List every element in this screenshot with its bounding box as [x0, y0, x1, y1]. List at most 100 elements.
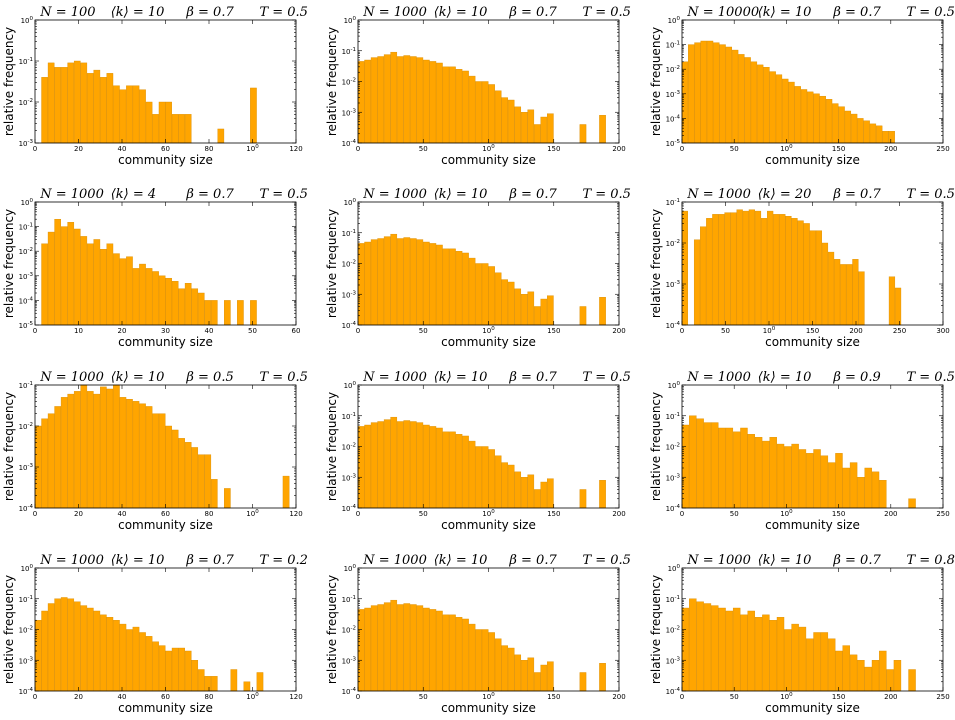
histogram-bar [139, 89, 146, 144]
histogram-bar [100, 614, 107, 692]
y-tick-label: 10-3 [342, 656, 357, 665]
histogram-bar [171, 281, 179, 326]
panel-title-part: T = 0.5 [259, 5, 308, 20]
histogram-bar [158, 275, 166, 326]
y-tick-label: 10-4 [342, 139, 357, 148]
histogram-bar [514, 106, 522, 144]
y-tick-label: 10-1 [342, 229, 356, 238]
histogram-bar [224, 488, 231, 509]
histogram-bar [754, 210, 762, 326]
histogram-bar [429, 609, 437, 692]
histogram-bar [769, 71, 776, 144]
histogram-bar [754, 437, 763, 509]
histogram-bar [429, 426, 437, 509]
panel-title-part: ⟨k⟩ = 10 [434, 553, 488, 568]
histogram-bar [738, 54, 745, 144]
panel-title-part: N = 1000 [39, 187, 104, 202]
histogram-bar [767, 210, 774, 326]
x-tick-label: 120 [289, 693, 302, 701]
histogram-bar [533, 124, 541, 144]
histogram-bar [377, 604, 385, 692]
histogram-bar [468, 623, 476, 692]
y-tick-label: 10-2 [666, 239, 680, 248]
y-tick-label: 10-2 [19, 422, 33, 431]
y-tick-label: 10-4 [666, 321, 681, 330]
histogram-bar [852, 259, 859, 326]
x-tick-label: 150 [547, 693, 560, 701]
x-tick-label: 60 [292, 327, 301, 335]
histogram-bar [86, 243, 94, 326]
histogram-bar [779, 214, 786, 326]
histogram-bar [67, 598, 75, 692]
panel-title-part: β = 0.7 [185, 553, 234, 568]
histogram-bar [689, 415, 697, 509]
histogram-bar [100, 77, 107, 144]
histogram-bar [791, 443, 799, 509]
histogram-bar [256, 672, 264, 692]
y-tick-label: 10-1 [666, 412, 680, 421]
x-tick-label: 0 [33, 327, 37, 335]
panel-title-part: ⟨k⟩ = 10 [434, 5, 488, 20]
y-tick-label: 10-1 [666, 595, 680, 604]
histogram-bar [725, 610, 734, 692]
histogram-bar [158, 101, 166, 144]
histogram-bar [835, 650, 843, 692]
histogram-bar [784, 629, 792, 692]
histogram-bar [842, 645, 850, 692]
x-tick-label: 100 [246, 144, 259, 153]
histogram-bar [119, 623, 127, 692]
histogram-bar [73, 60, 81, 144]
histogram-bar [86, 607, 94, 692]
x-tick-label: 50 [419, 145, 428, 153]
y-tick-label: 10-2 [342, 260, 356, 269]
histogram-bar [429, 61, 437, 144]
panel-title-part: N = 1000 [362, 187, 427, 202]
histogram-bar [106, 73, 114, 144]
histogram-bar [850, 113, 858, 144]
panel-title-part: ⟨k⟩ = 10 [758, 5, 812, 20]
panel-title-part: T = 0.8 [906, 553, 955, 568]
histogram-bar [731, 49, 739, 144]
histogram-bar [178, 438, 185, 509]
y-tick-label: 10-1 [666, 41, 680, 50]
histogram-bar [579, 124, 587, 144]
y-tick-label: 10-4 [19, 504, 34, 513]
histogram-bar [732, 607, 741, 692]
histogram-bar [481, 263, 489, 326]
x-tick-label: 30 [161, 327, 170, 335]
histogram-bar [67, 393, 75, 509]
histogram-bar [869, 123, 877, 144]
histogram-bar [113, 253, 120, 326]
histogram-bar [797, 220, 804, 326]
histogram-bar [178, 114, 185, 144]
x-axis-label: community size [441, 518, 536, 532]
histogram-bar [806, 638, 814, 692]
y-tick-label: 10-1 [19, 381, 33, 390]
histogram-bar [47, 603, 55, 692]
histogram-bar [204, 454, 212, 509]
x-tick-label: 0 [680, 145, 684, 153]
panel-title-part: ⟨k⟩ = 10 [111, 5, 165, 20]
x-tick-label: 200 [612, 510, 625, 518]
histogram-bar [785, 216, 792, 326]
histogram-bar [152, 271, 159, 326]
histogram-bar [449, 66, 456, 144]
x-tick-label: 0 [33, 693, 37, 701]
histogram-bar [736, 209, 743, 326]
plot-frame [681, 19, 944, 144]
histogram-bar [533, 306, 541, 326]
panel-title-part: T = 0.5 [906, 370, 955, 385]
histogram-bar [776, 443, 785, 509]
panel-title-part: N = 1000 [362, 370, 427, 385]
histogram-bar [507, 647, 515, 692]
histogram-bar [383, 602, 391, 692]
histogram-bar [410, 238, 417, 326]
x-tick-label: 0 [356, 510, 360, 518]
panel-title-part: N = 1000 [362, 553, 427, 568]
histogram-bar [370, 422, 378, 509]
histogram-bar [145, 268, 153, 326]
histogram-bar [762, 614, 770, 692]
histogram-bar [527, 657, 535, 692]
histogram-bar [113, 384, 120, 509]
histogram-bar [579, 489, 587, 509]
